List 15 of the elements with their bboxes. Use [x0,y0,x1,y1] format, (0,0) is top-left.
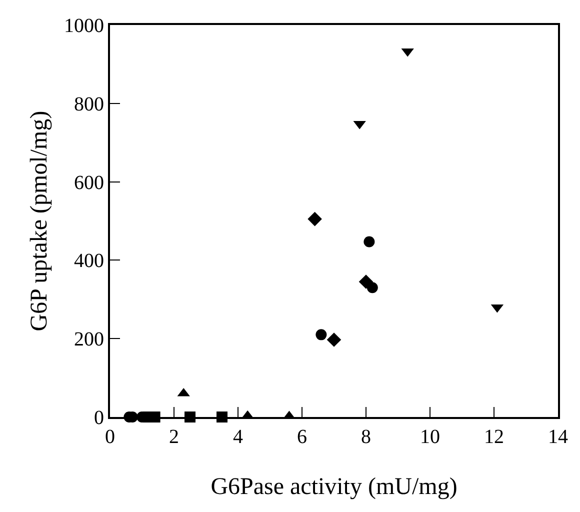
y-tick-label: 1000 [64,15,104,37]
x-tick-label: 2 [169,426,179,448]
x-tick-label: 14 [548,426,568,448]
y-tick-label: 400 [74,250,104,272]
y-axis-title: G6P uptake (pmol/mg) [26,110,53,332]
x-tick-label: 8 [361,426,371,448]
x-tick-label: 6 [297,426,307,448]
y-tick-label: 200 [74,328,104,351]
y-tick-label: 600 [74,172,104,194]
x-tick-label: 4 [233,426,243,448]
x-tick-label: 12 [484,426,504,448]
x-axis-title: G6Pase activity (mU/mg) [210,474,458,500]
y-tick-label: 800 [74,93,104,116]
y-tick-label: 0 [94,407,104,429]
x-tick-label: 10 [420,426,440,448]
